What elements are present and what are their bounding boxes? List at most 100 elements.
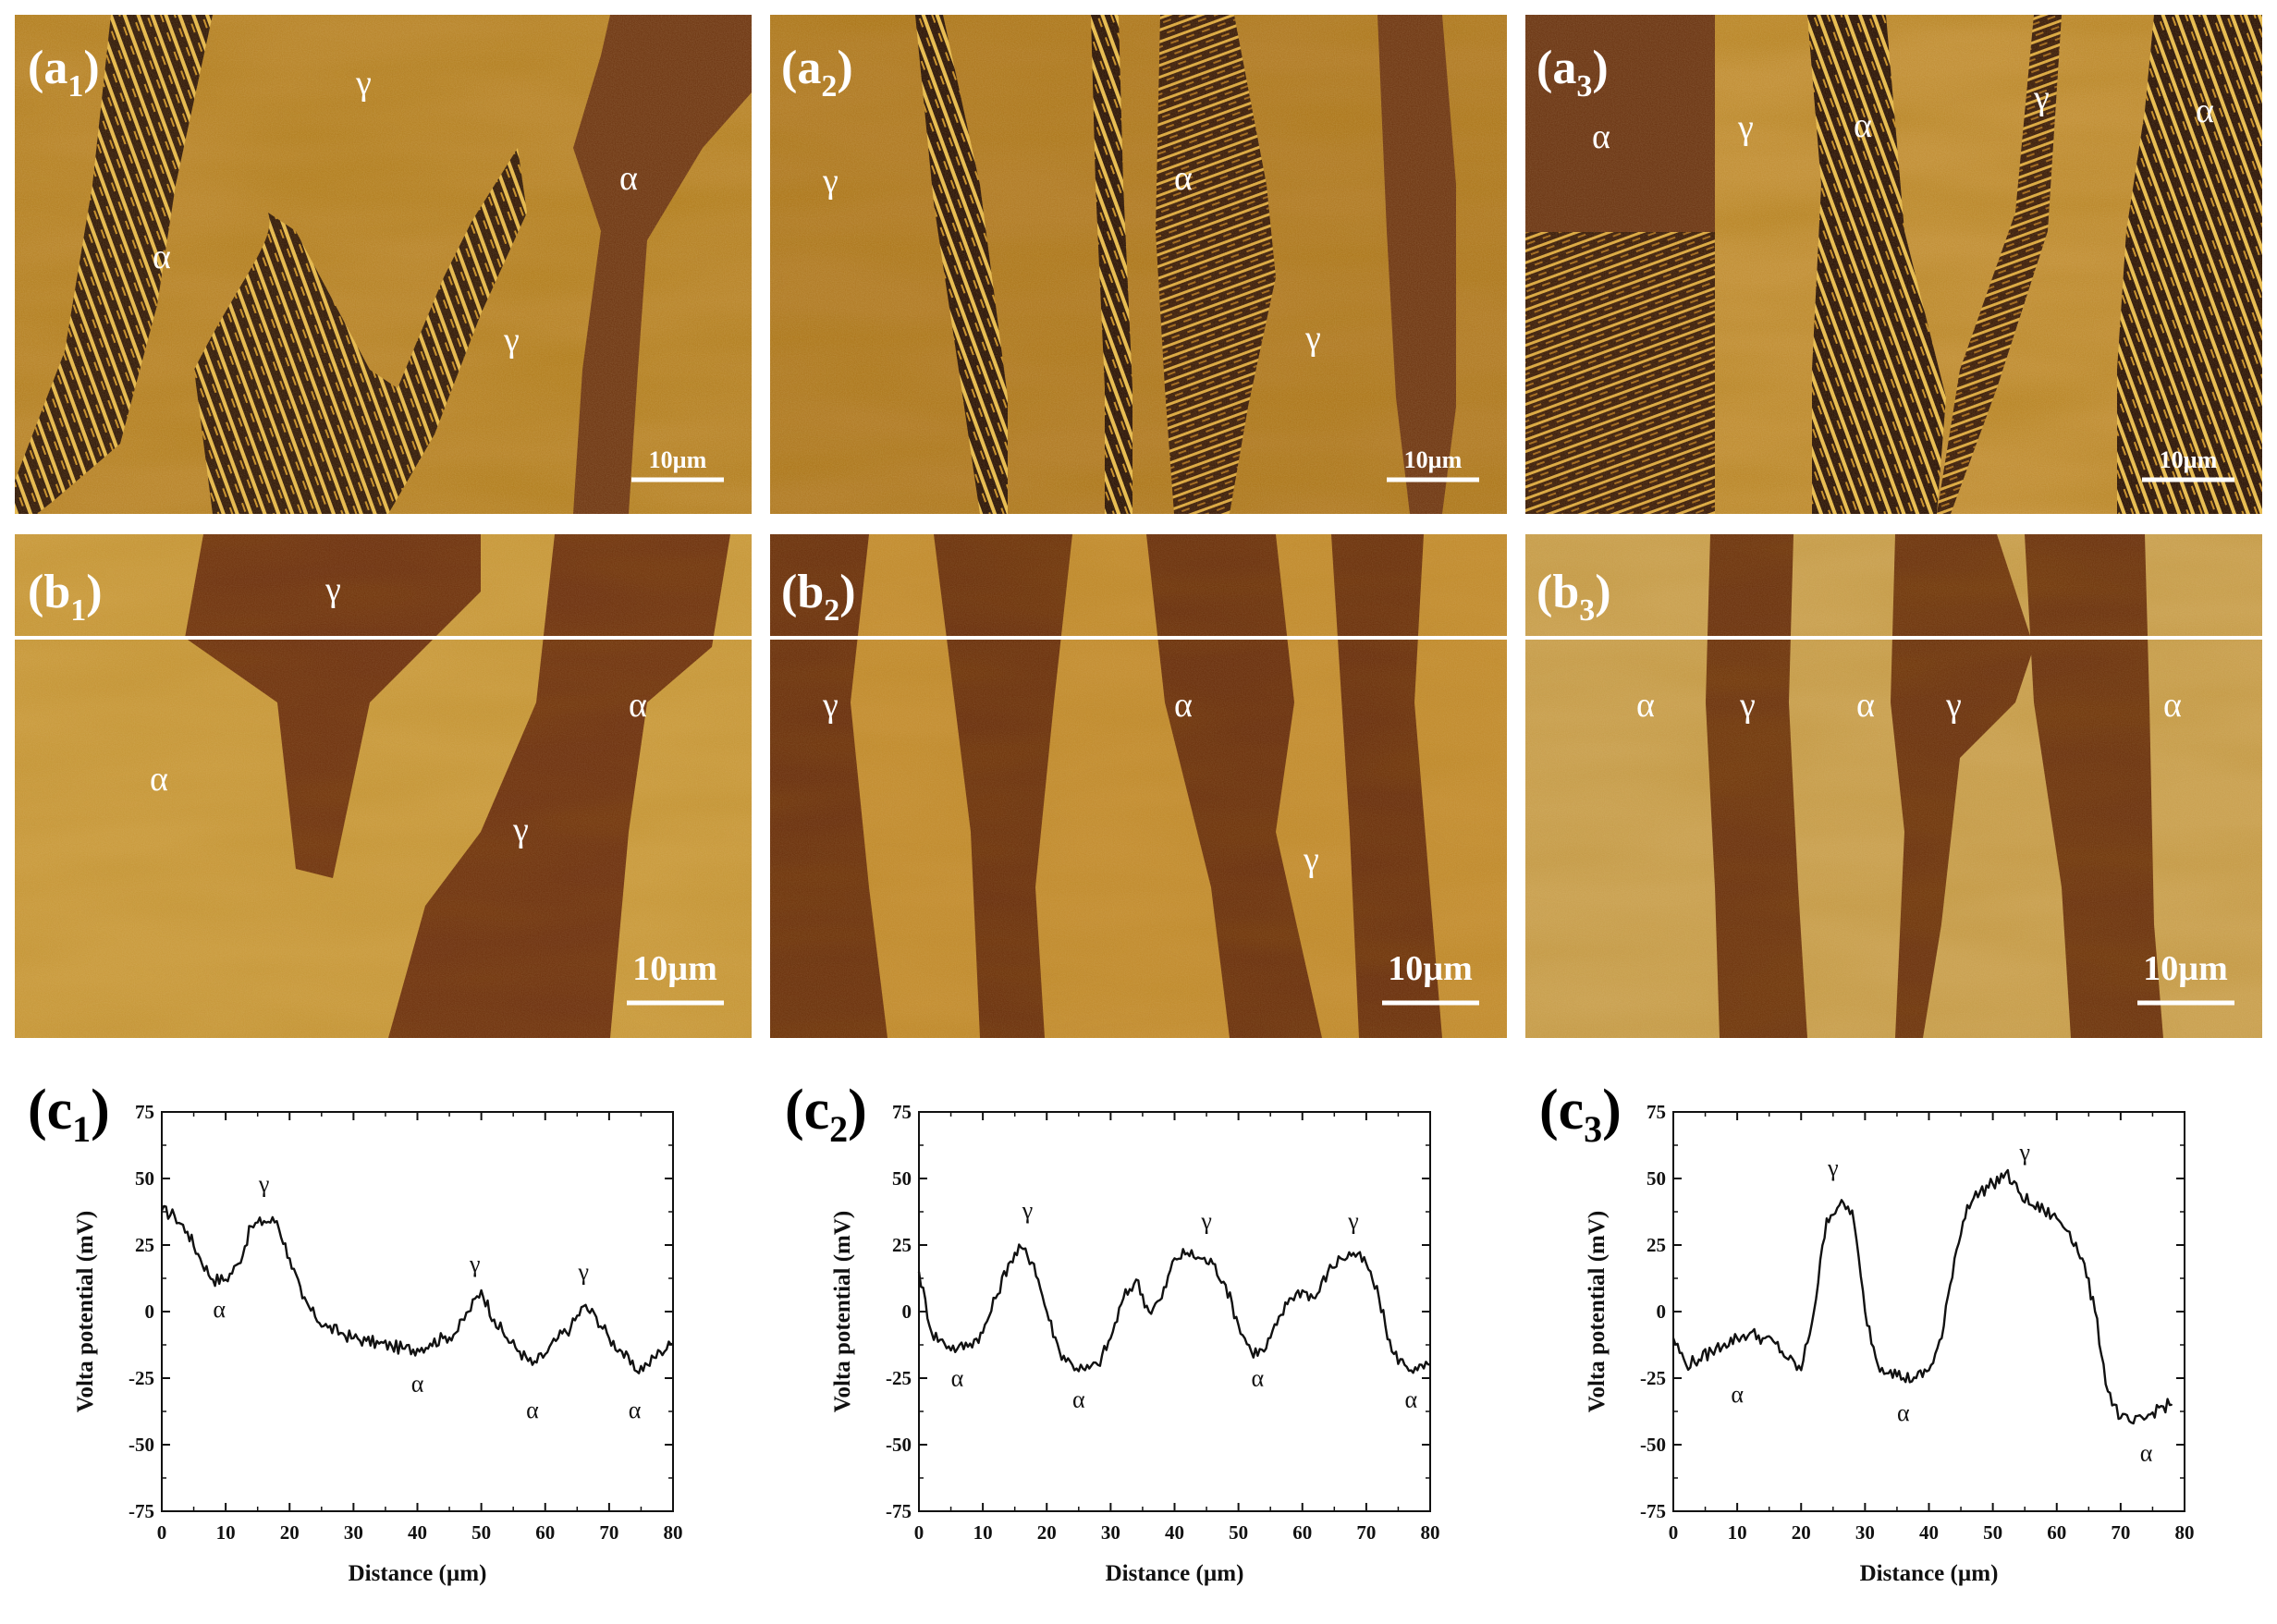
data-point [1135, 1278, 1137, 1281]
data-point [2094, 1311, 2097, 1313]
data-point [1122, 1297, 1124, 1300]
data-point [918, 1271, 920, 1273]
data-point [1787, 1359, 1790, 1361]
phase-label: γ [822, 162, 839, 201]
x-tick-label: 70 [2111, 1521, 2130, 1544]
scale-bar-label: 10µm [1404, 446, 1463, 473]
phase-label: α [1854, 106, 1872, 145]
x-tick-label: 60 [535, 1521, 555, 1544]
data-point [1225, 1284, 1227, 1286]
data-point [1109, 1337, 1112, 1339]
data-point [1429, 1363, 1431, 1366]
data-point [1736, 1337, 1738, 1339]
panel-a1-label: (a [28, 42, 67, 94]
y-tick-label: 75 [892, 1101, 912, 1123]
svg-text:(a3): (a3) [1536, 42, 1609, 104]
data-point [1685, 1363, 1687, 1366]
y-tick-label: 75 [1647, 1101, 1666, 1123]
y-tick-label: 25 [1647, 1234, 1666, 1256]
data-point [1697, 1359, 1700, 1361]
data-point [1903, 1377, 1904, 1379]
data-point [646, 1363, 649, 1366]
y-tick-label: 75 [135, 1101, 154, 1123]
data-point [1774, 1342, 1777, 1345]
phase-label: γ [1739, 686, 1756, 725]
data-point [620, 1350, 623, 1352]
x-tick-label: 30 [344, 1521, 363, 1544]
data-point [455, 1332, 457, 1334]
data-point [506, 1337, 508, 1339]
data-point [403, 1348, 406, 1350]
scale-bar-label: 10µm [632, 949, 717, 988]
data-point [1263, 1350, 1266, 1352]
phase-label: α [150, 760, 168, 799]
data-point [275, 1220, 278, 1222]
phase-annotation: γ [1200, 1208, 1212, 1235]
phase-annotation: γ [469, 1251, 481, 1277]
data-point [532, 1363, 533, 1366]
data-point [2132, 1423, 2135, 1424]
panel-a3-sub: 3 [1576, 69, 1592, 104]
data-point [1199, 1257, 1201, 1260]
data-point [186, 1230, 189, 1233]
data-point [314, 1315, 316, 1318]
panel-a3-label: (a [1536, 42, 1576, 94]
svg-text:(a1): (a1) [28, 42, 100, 104]
data-point [1059, 1350, 1060, 1352]
data-point [1864, 1311, 1867, 1313]
data-point [1250, 1350, 1253, 1352]
data-point [1979, 1191, 1981, 1193]
panel-b2: (b2) γ α γ 10µm [770, 534, 1507, 1038]
data-point [1672, 1337, 1674, 1339]
data-point [1365, 1263, 1367, 1264]
data-point [569, 1326, 572, 1329]
panel-a2-label: (a [781, 42, 821, 94]
y-tick-label: -25 [129, 1367, 154, 1389]
data-point [2145, 1417, 2148, 1419]
phase-label: α [1856, 686, 1875, 725]
phase-annotation: γ [577, 1258, 589, 1285]
data-point [1327, 1271, 1329, 1273]
x-axis-label: Distance (µm) [1860, 1561, 1999, 1586]
panel-b3: (b3) α γ α γ α 10µm [1525, 534, 2262, 1038]
x-tick-label: 50 [1983, 1521, 2002, 1544]
x-tick-label: 70 [599, 1521, 618, 1544]
data-point [1800, 1369, 1803, 1372]
data-point [969, 1342, 972, 1345]
data-point [2171, 1404, 2173, 1406]
y-tick-label: -75 [1640, 1500, 1666, 1522]
data-point [493, 1318, 496, 1321]
phase-label: γ [324, 570, 341, 609]
data-point [982, 1332, 984, 1334]
data-point [595, 1315, 597, 1318]
panel-b2-label: (b [781, 566, 824, 618]
panel-a1: (a1) γ α α γ 10µm [15, 15, 752, 514]
data-point [1813, 1311, 1815, 1313]
phase-label: α [1174, 686, 1193, 725]
data-point [1915, 1377, 1917, 1379]
y-axis-label: Volta potential (mV) [73, 1211, 98, 1413]
phase-label: γ [1303, 840, 1319, 879]
data-point [352, 1337, 355, 1339]
x-axis-label: Distance (µm) [349, 1561, 487, 1586]
y-tick-label: -75 [129, 1500, 154, 1522]
y-tick-label: -50 [886, 1434, 912, 1456]
data-point [1160, 1297, 1163, 1300]
data-point [1340, 1257, 1342, 1260]
series-line [917, 1243, 1431, 1374]
y-axis-label: Volta potential (mV) [830, 1211, 855, 1413]
data-point [225, 1278, 226, 1281]
y-tick-label: 0 [145, 1300, 155, 1323]
phase-label: γ [822, 686, 839, 725]
data-point [1301, 1289, 1304, 1291]
data-point [1007, 1263, 1010, 1264]
data-point [659, 1350, 661, 1352]
y-axis-label: Volta potential (mV) [1585, 1211, 1610, 1413]
y-tick-label: 50 [135, 1167, 154, 1190]
data-point [1237, 1324, 1240, 1326]
data-point [1071, 1363, 1073, 1366]
data-point [2055, 1217, 2058, 1219]
plot-frame [918, 1111, 1431, 1512]
